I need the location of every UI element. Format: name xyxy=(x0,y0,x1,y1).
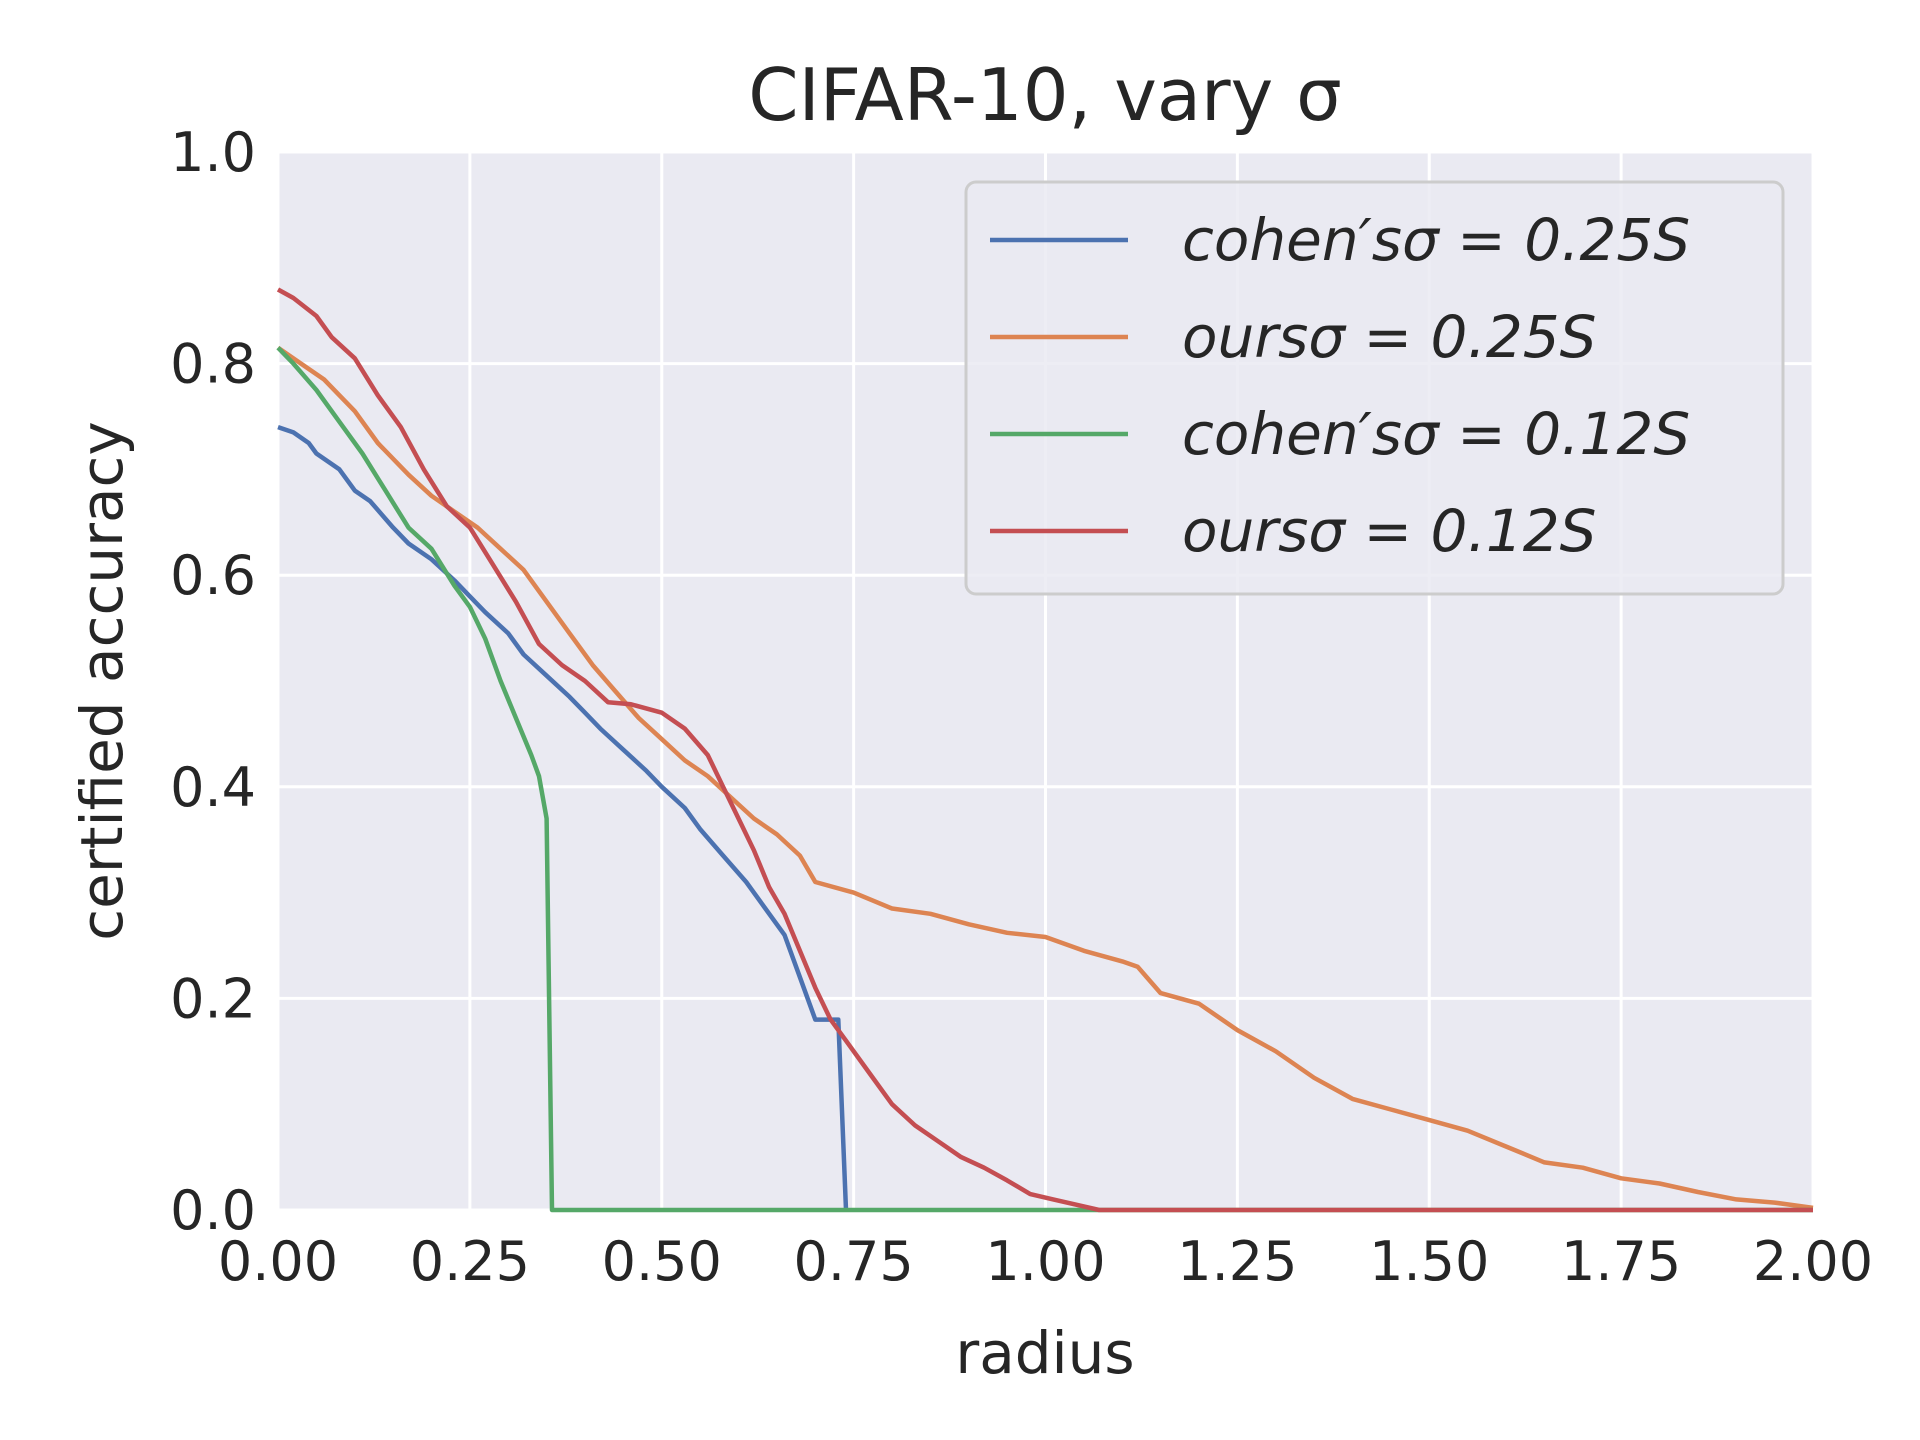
y-tick-labels: 0.0 0.2 0.4 0.6 0.8 1.0 xyxy=(170,121,256,1242)
x-tick-label: 1.50 xyxy=(1369,1230,1489,1293)
y-tick-label: 1.0 xyxy=(170,121,256,184)
y-tick-label: 0.4 xyxy=(170,756,256,819)
x-tick-label: 1.00 xyxy=(985,1230,1105,1293)
x-tick-label: 0.25 xyxy=(410,1230,530,1293)
x-tick-label: 0.50 xyxy=(602,1230,722,1293)
y-tick-label: 0.0 xyxy=(170,1179,256,1242)
x-tick-label: 0.75 xyxy=(794,1230,914,1293)
series-layer xyxy=(276,287,1814,1213)
series-line-4 xyxy=(276,287,1813,1213)
y-axis-label: certified accuracy xyxy=(68,421,136,940)
x-tick-label: 1.25 xyxy=(1177,1230,1297,1293)
y-tick-label: 0.6 xyxy=(170,544,256,607)
y-tick-label: 0.8 xyxy=(170,333,256,396)
legend-label-3: cohen′sσ = 0.12S xyxy=(1182,400,1690,468)
x-tick-label: 2.00 xyxy=(1753,1230,1873,1293)
x-tick-label: 0.00 xyxy=(218,1230,338,1293)
x-tick-label: 1.75 xyxy=(1561,1230,1681,1293)
series-line-1 xyxy=(277,424,849,1211)
y-tick-label: 0.2 xyxy=(170,967,256,1030)
legend-label-1: cohen′sσ = 0.25S xyxy=(1182,206,1690,274)
chart-title: CIFAR-10, vary σ xyxy=(748,53,1342,137)
series-line-3 xyxy=(276,346,1813,1213)
legend: cohen′sσ = 0.25S oursσ = 0.25S cohen′sσ = … xyxy=(964,180,1785,596)
legend-label-4: oursσ = 0.12S xyxy=(1182,497,1597,565)
legend-label-2: oursσ = 0.25S xyxy=(1182,303,1597,371)
x-tick-labels: 0.00 0.25 0.50 0.75 1.00 1.25 1.50 1.75 2.00 xyxy=(218,1230,1873,1293)
x-axis-label: radius xyxy=(955,1319,1134,1387)
series-line-2 xyxy=(276,345,1814,1211)
legend-box xyxy=(964,180,1785,596)
